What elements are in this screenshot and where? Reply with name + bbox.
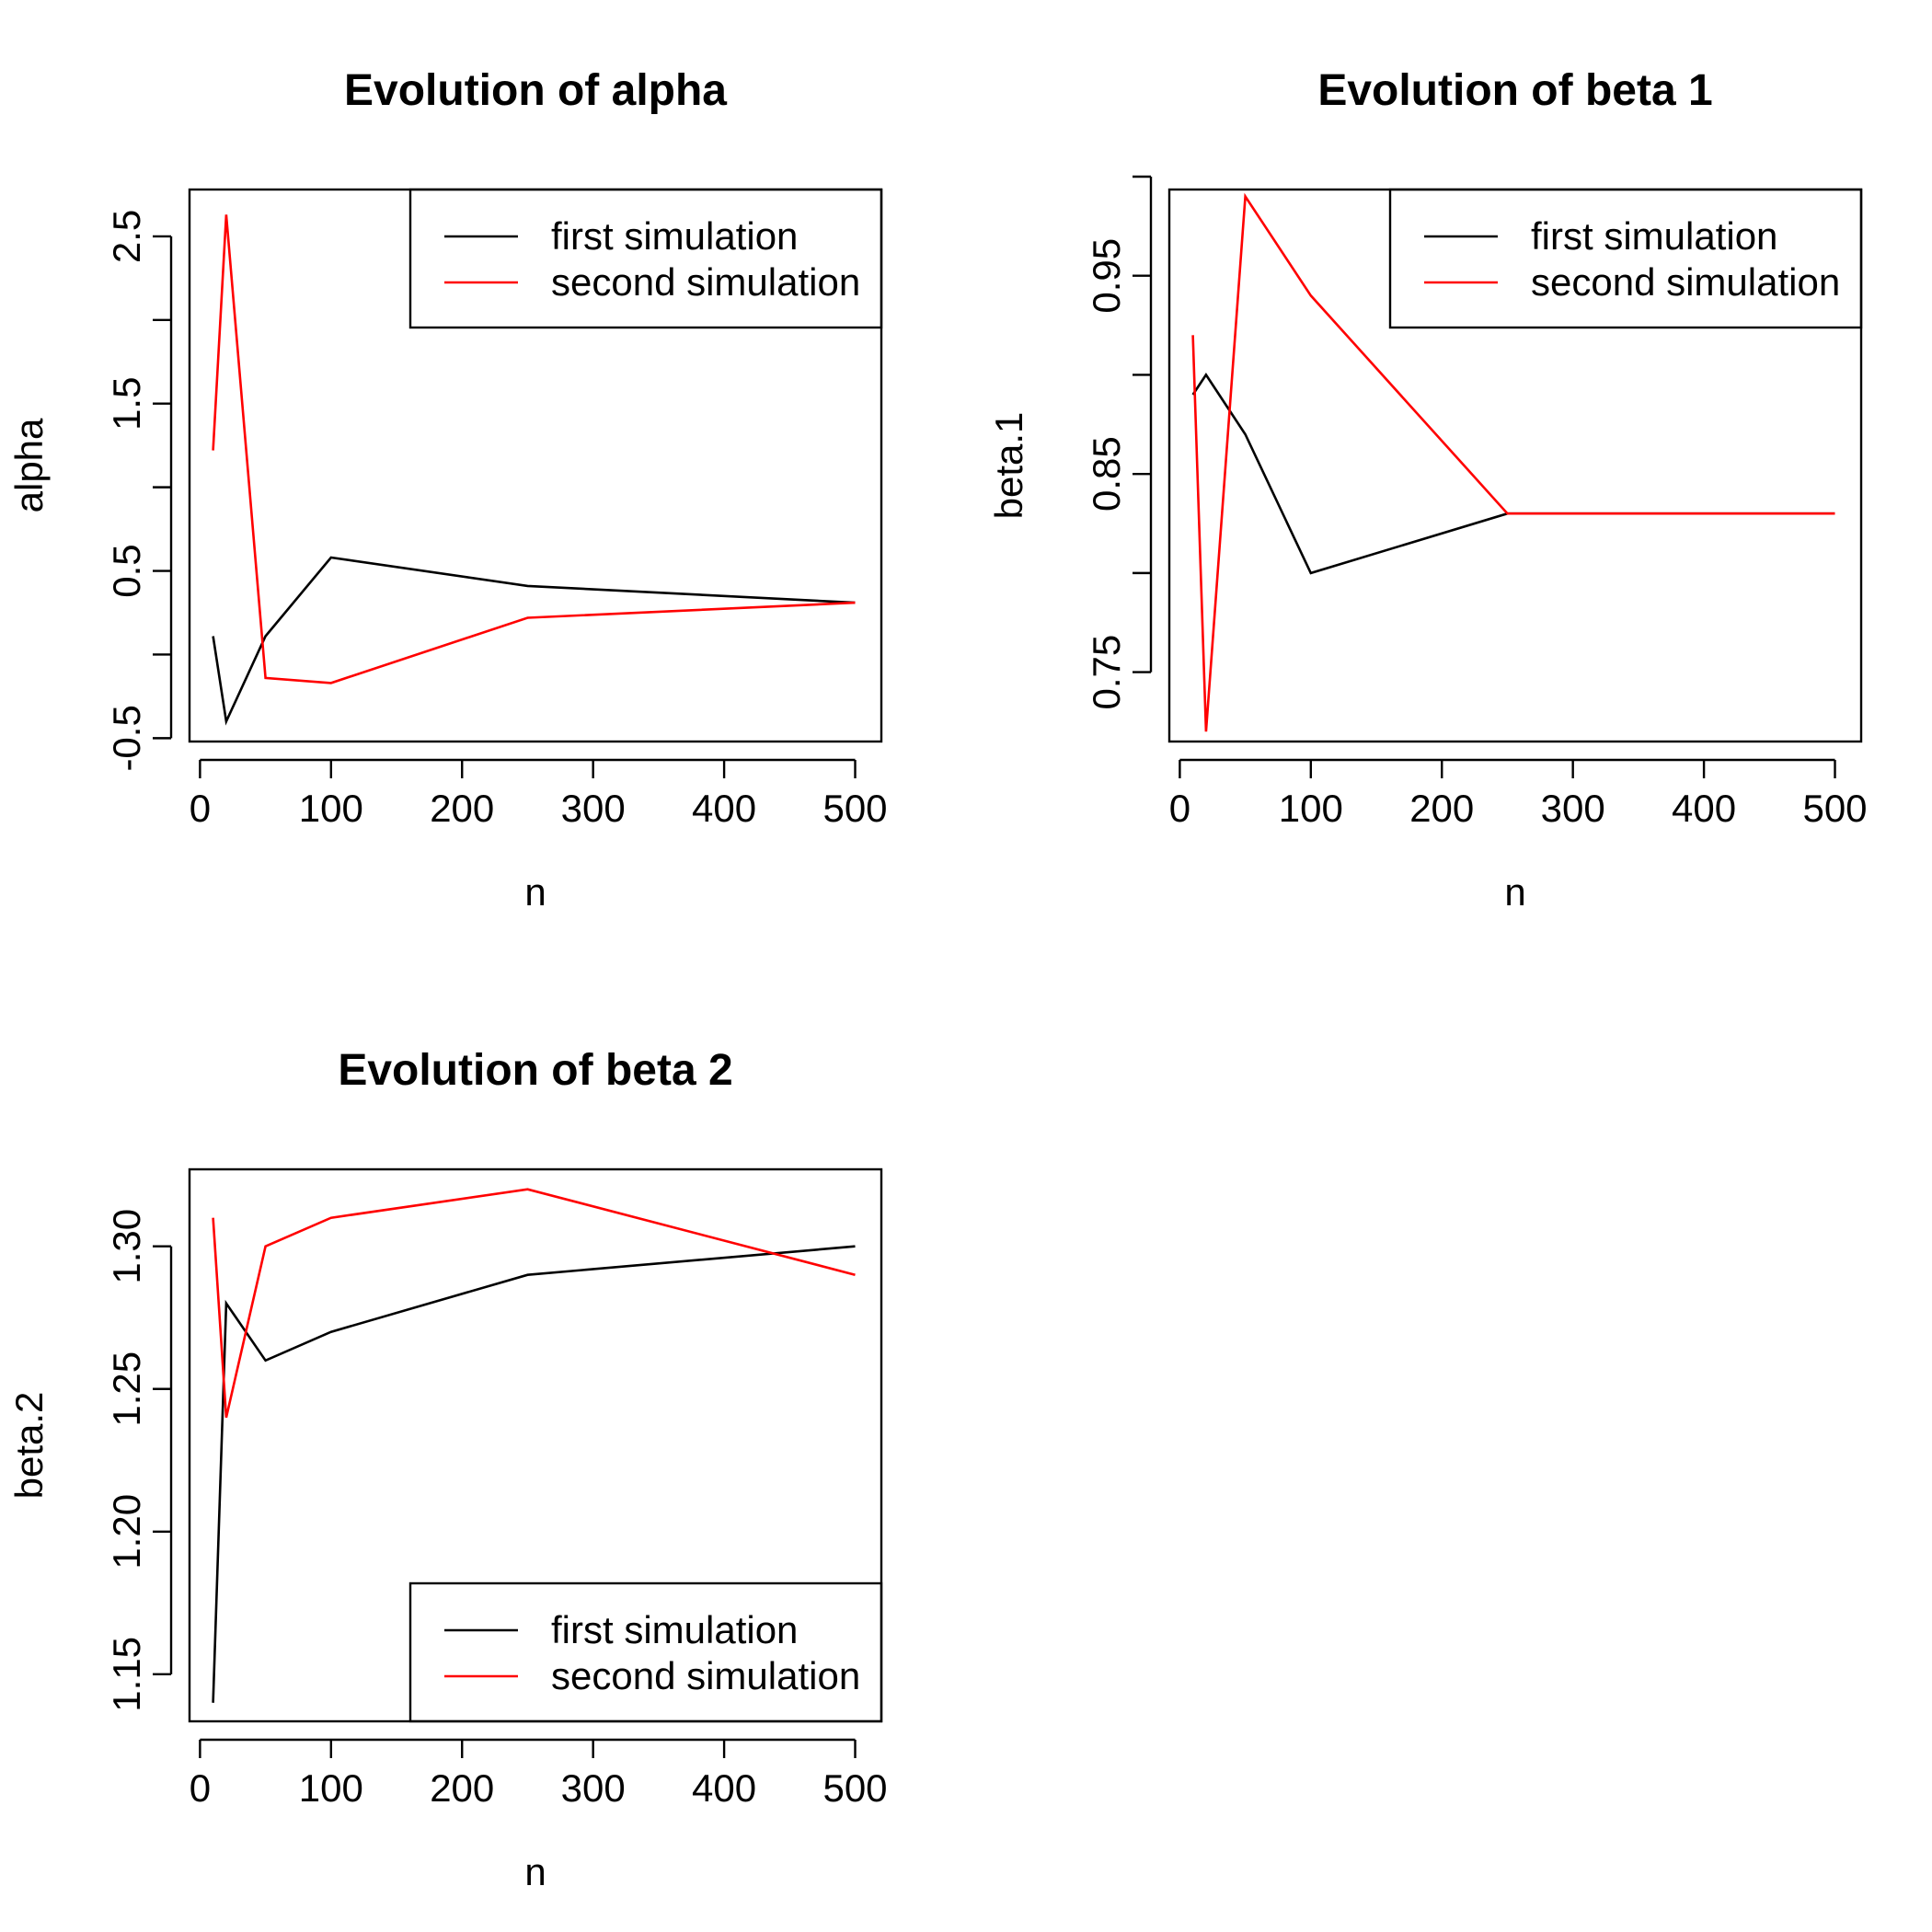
series-line-2 [1191,192,1835,732]
y-tick-label: 0.5 [105,544,148,597]
x-axis-label: n [524,870,546,914]
x-tick-label: 300 [561,1766,626,1810]
x-tick-label: 200 [430,1766,494,1810]
plot-frame [188,1167,883,1723]
legend-label-2: second simulation [551,260,860,304]
x-tick-label: 400 [692,787,756,830]
x-tick-label: 0 [1169,787,1190,830]
y-tick-label: 2.5 [105,210,148,263]
x-axis-label: n [1504,870,1525,914]
y-tick-label: 1.15 [105,1637,148,1712]
y-axis-label: alpha [7,418,51,512]
x-axis-label: n [524,1850,546,1893]
legend-label-1: first simulation [1531,214,1777,258]
x-tick-label: 200 [1409,787,1474,830]
chart-title: Evolution of beta 2 [338,1046,732,1095]
y-axis-label: beta.1 [987,412,1030,520]
legend-box [408,1581,883,1723]
y-tick-label: 0.75 [1085,635,1128,710]
plot-frame [1167,188,1863,743]
y-tick-label: 0.95 [1085,238,1128,314]
x-tick-label: 500 [1802,787,1867,830]
y-tick-label: 1.20 [105,1494,148,1570]
x-tick-label: 400 [692,1766,756,1810]
series-line-2 [212,1188,856,1419]
chart-panel-2: Evolution of beta 1 first simulationsecon… [987,66,1868,914]
x-tick-label: 300 [1541,787,1605,830]
x-tick-label: 100 [299,787,363,830]
x-tick-label: 0 [190,787,211,830]
legend-label-2: second simulation [1531,260,1840,304]
x-tick-label: 500 [822,1766,887,1810]
y-tick-label: 1.30 [105,1209,148,1284]
series-line-1 [1191,373,1835,575]
x-tick-label: 100 [1279,787,1343,830]
series-line-2 [212,214,856,684]
chart-panel-3: Evolution of beta 2 first simulationsecon… [7,1046,888,1893]
x-tick-label: 100 [299,1766,363,1810]
legend-label-2: second simulation [551,1654,860,1697]
legend-label-1: first simulation [551,1608,798,1651]
x-tick-label: 200 [430,787,494,830]
x-tick-label: 300 [561,787,626,830]
legend-box [1388,188,1863,329]
series-line-1 [212,556,856,726]
y-tick-label: 0.85 [1085,436,1128,512]
plot-frame [188,188,883,743]
chart-panel-1: Evolution of alpha first simulationsecond… [7,66,888,914]
y-tick-label: 1.5 [105,377,148,431]
y-tick-label: 1.25 [105,1351,148,1427]
x-tick-label: 0 [190,1766,211,1810]
chart-title: Evolution of alpha [344,66,727,115]
chart-title: Evolution of beta 1 [1317,66,1712,115]
y-axis-label: beta.2 [7,1392,51,1500]
y-tick-label: -0.5 [105,705,148,771]
x-tick-label: 400 [1672,787,1736,830]
x-tick-label: 500 [822,787,887,830]
legend-box [408,188,883,329]
legend-label-1: first simulation [551,214,798,258]
